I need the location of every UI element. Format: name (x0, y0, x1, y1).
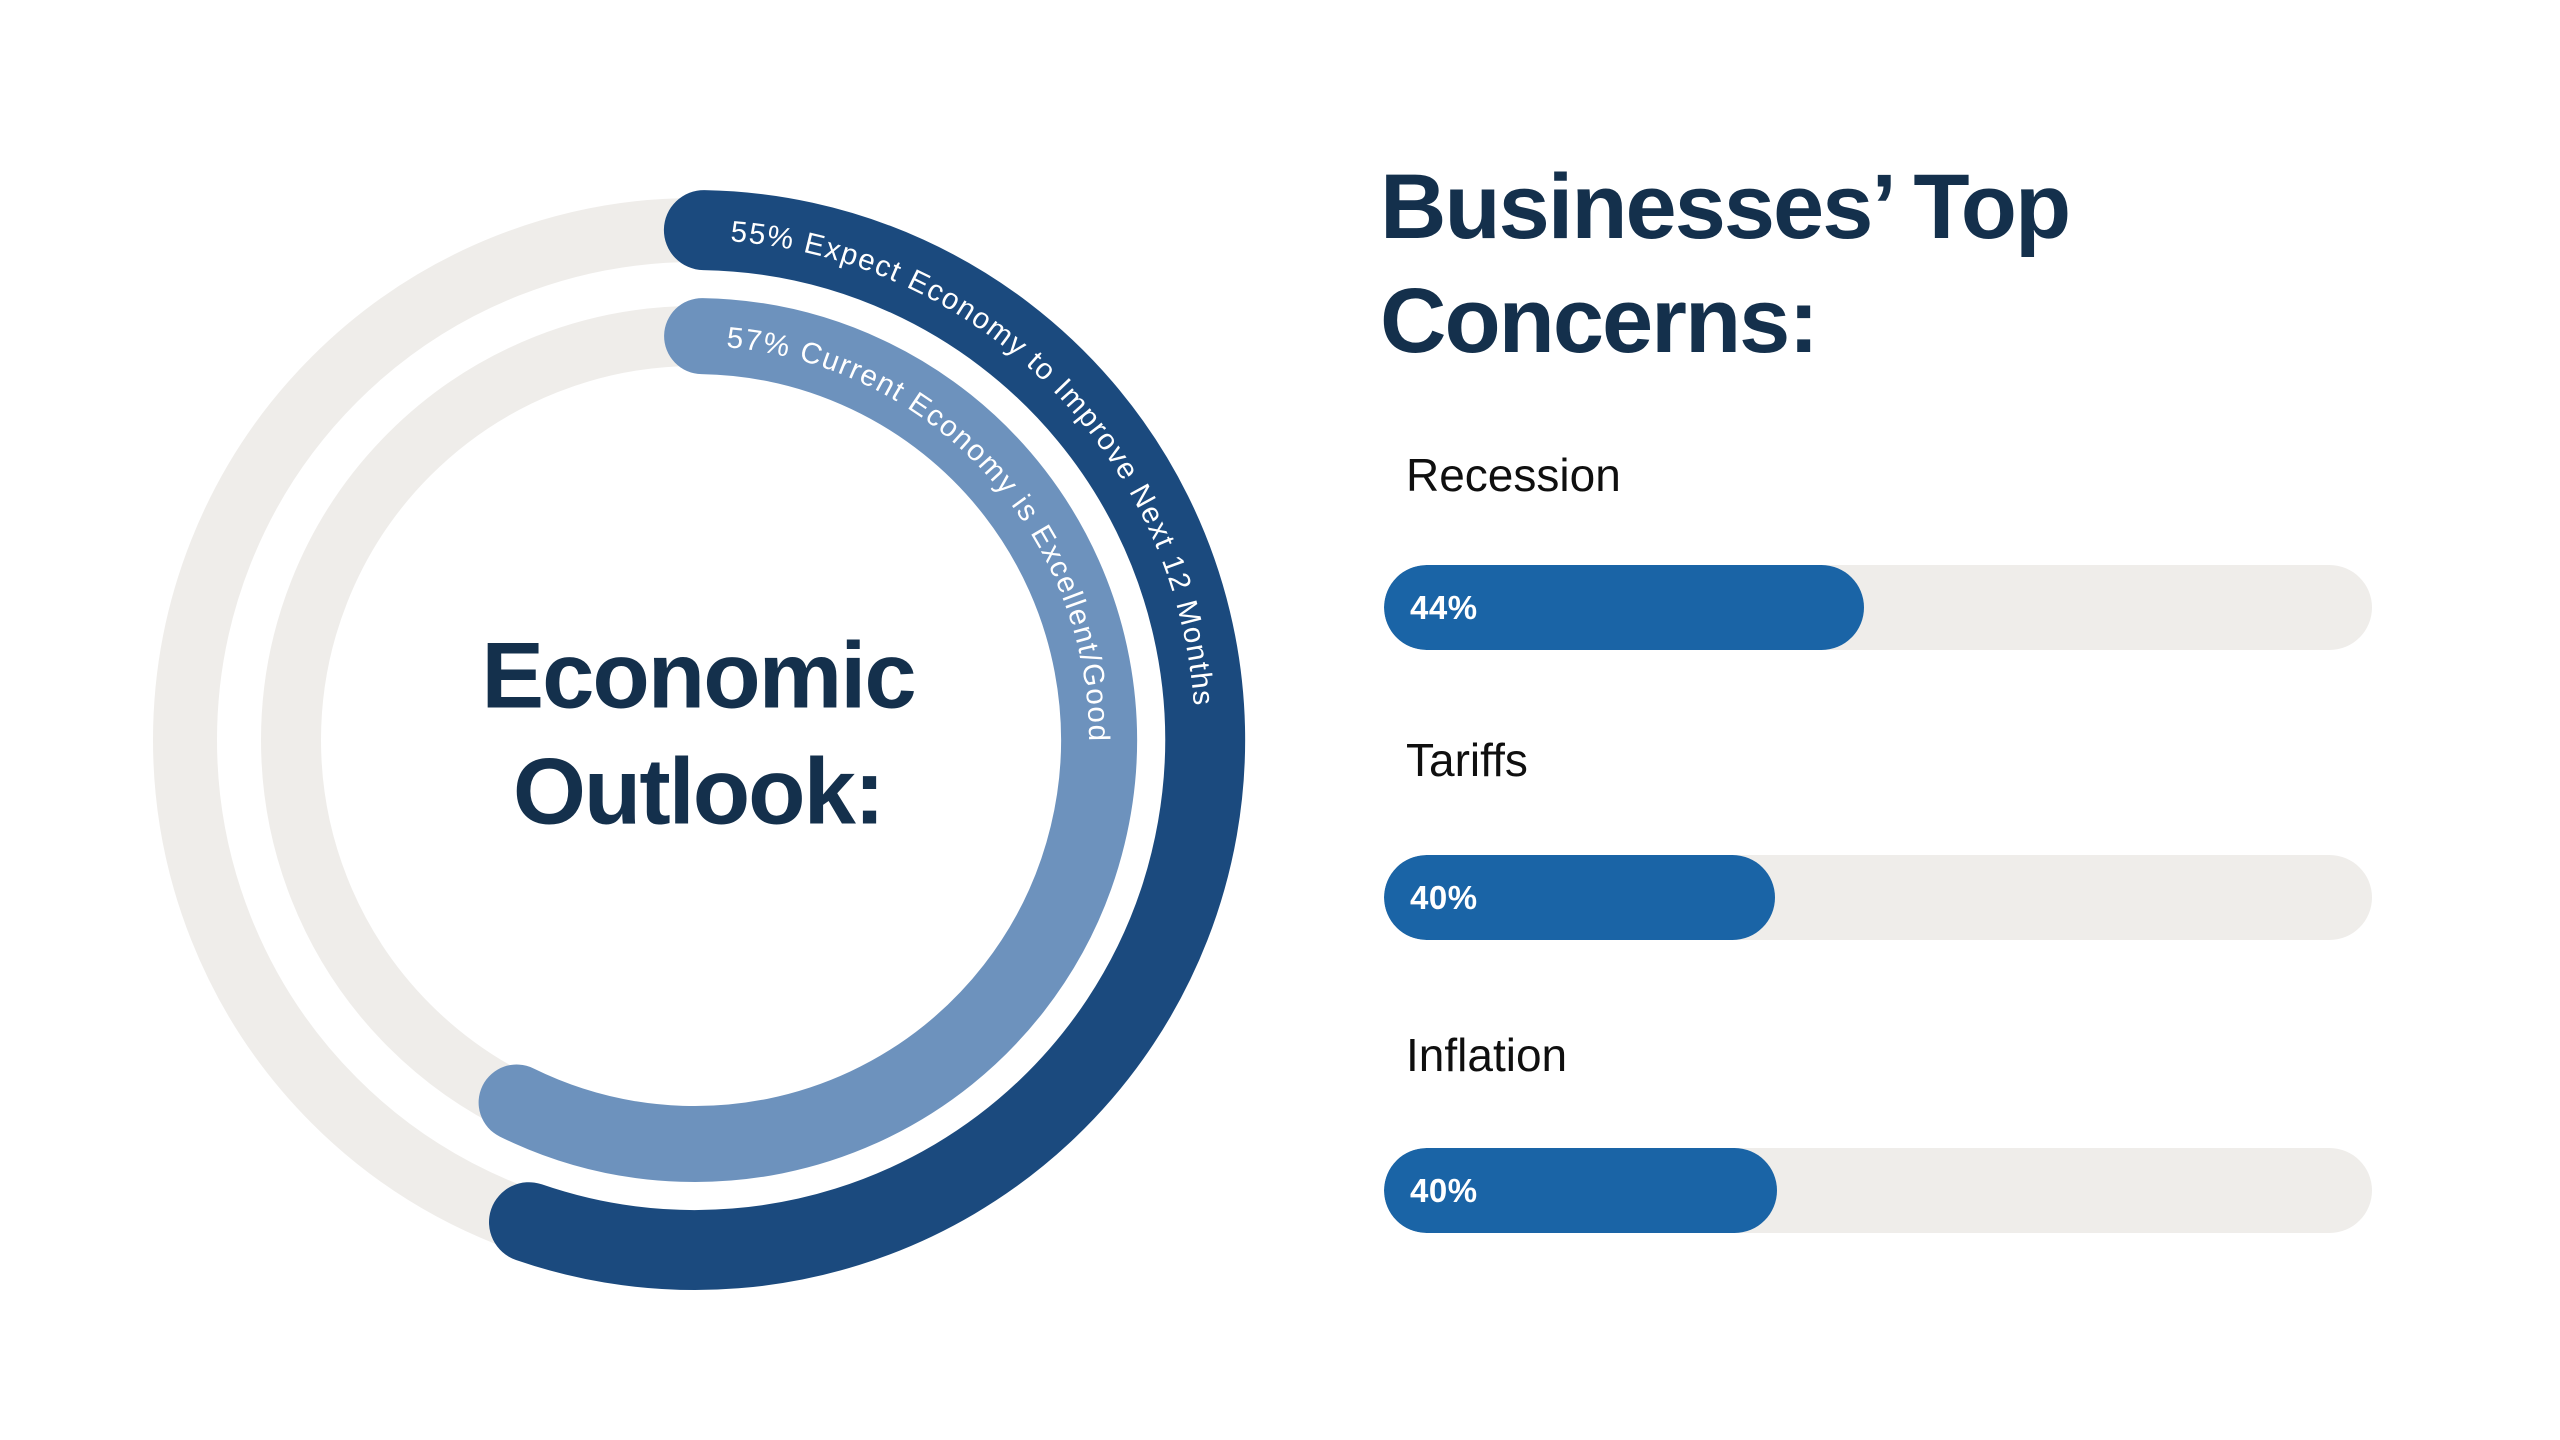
bar-value-recession: 44% (1410, 588, 1478, 626)
bar-fill-inflation: 40% (1384, 1148, 1778, 1233)
bar-label-tariffs: Tariffs (1406, 734, 1528, 786)
bar-label-inflation: Inflation (1406, 1029, 1568, 1081)
bar-fill-recession: 44% (1384, 565, 1865, 650)
arc-expect-economy-improve (489, 190, 1246, 1291)
donut-center-title: Economic Outlook: (481, 617, 916, 848)
bar-track-recession: 44% (1384, 565, 2372, 650)
concerns-chart-title: Businesses’ Top Concerns: (1380, 150, 2071, 378)
bar-label-recession: Recession (1406, 449, 1621, 501)
bar-value-inflation: 40% (1410, 1171, 1478, 1209)
bar-track-inflation: 40% (1384, 1148, 2372, 1233)
donut-center-title-line2: Outlook: (512, 738, 885, 843)
bar-row-inflation: Inflation 40% (1384, 1028, 2372, 1315)
bar-track-tariffs: 40% (1384, 855, 2372, 940)
bar-fill-tariffs: 40% (1384, 855, 1776, 940)
arc-current-economy-excellent (478, 298, 1138, 1183)
concerns-title-line2: Concerns: (1380, 270, 1819, 373)
bar-row-tariffs: Tariffs 40% (1384, 733, 2372, 1020)
donut-center-title-line1: Economic (481, 622, 916, 728)
economic-outlook-donut-chart: 55% Expect Economy to Improve Next 12 Mo… (153, 190, 1246, 1291)
bar-row-recession: Recession 44% (1384, 448, 2372, 735)
concerns-title-line1: Businesses’ Top (1380, 156, 2071, 258)
bar-value-tariffs: 40% (1410, 878, 1478, 916)
